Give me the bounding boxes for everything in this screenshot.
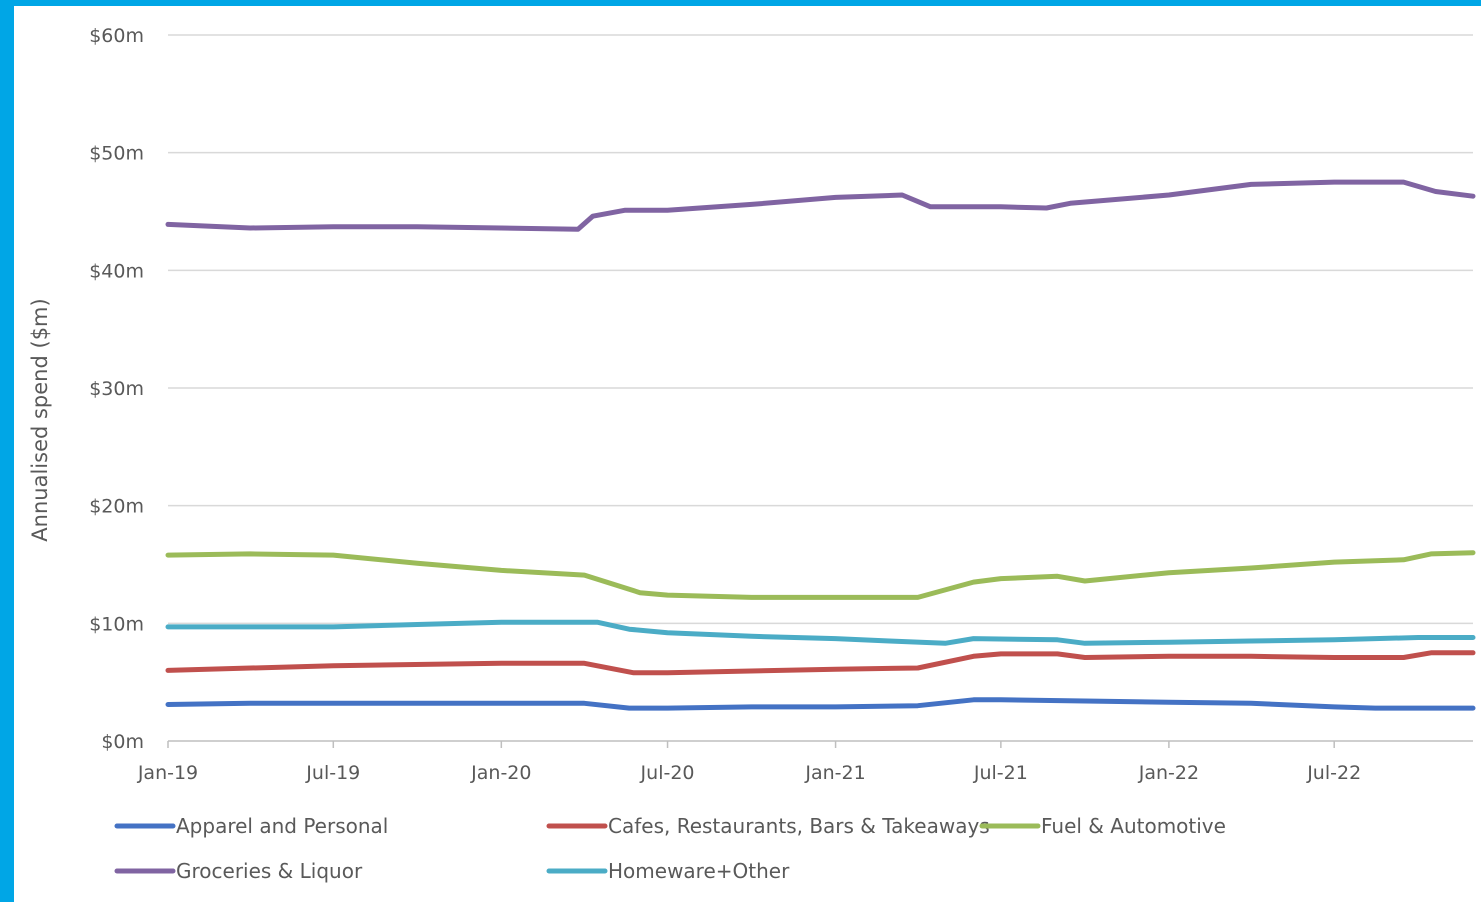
series-lines: [165, 179, 1476, 711]
x-tick-label: Jul-19: [305, 762, 360, 784]
gridlines: [168, 34, 1473, 742]
legend: Apparel and Personal Cafes, Restaurants, …: [114, 814, 1226, 883]
x-tick-label: Jan-22: [1138, 762, 1199, 784]
y-axis: $0m $10m $20m $30m $40m $50m $60m: [89, 25, 144, 753]
chart-frame: Jan-19 Jul-19 Jan-20 Jul-20 Jan-21 Jul-21 Jan-…: [14, 6, 1481, 902]
legend-item: Cafes, Restaurants, Bars & Takeaways: [546, 814, 990, 838]
y-tick-label: $50m: [89, 143, 144, 165]
y-tick-label: $0m: [101, 731, 144, 753]
legend-label: Apparel and Personal: [176, 814, 388, 838]
y-tick-label: $60m: [89, 25, 144, 47]
legend-item: Homeware+Other: [546, 859, 790, 883]
line-chart: Jan-19 Jul-19 Jan-20 Jul-20 Jan-21 Jul-21 Jan-…: [28, 25, 1476, 883]
y-tick-label: $40m: [89, 260, 144, 282]
legend-label: Groceries & Liquor: [176, 859, 363, 883]
legend-item: Fuel & Automotive: [979, 814, 1226, 838]
series-line-4: [165, 619, 1476, 646]
y-axis-title: Annualised spend ($m): [28, 298, 52, 541]
x-tick-label: Jan-21: [804, 762, 865, 784]
legend-label: Homeware+Other: [608, 859, 790, 883]
x-tick-label: Jul-20: [640, 762, 695, 784]
x-tick-label: Jul-22: [1306, 762, 1361, 784]
series-line-1: [165, 650, 1476, 676]
x-tick-label: Jul-21: [973, 762, 1028, 784]
legend-item: Apparel and Personal: [114, 814, 388, 838]
legend-label: Cafes, Restaurants, Bars & Takeaways: [608, 814, 990, 838]
y-tick-label: $10m: [89, 613, 144, 635]
series-line-2: [165, 550, 1476, 600]
legend-label: Fuel & Automotive: [1041, 814, 1226, 838]
series-line-0: [165, 697, 1476, 711]
y-tick-label: $30m: [89, 378, 144, 400]
legend-item: Groceries & Liquor: [114, 859, 363, 883]
x-tick-label: Jan-19: [137, 762, 198, 784]
series-line-3: [165, 179, 1476, 232]
y-tick-label: $20m: [89, 496, 144, 518]
x-axis: Jan-19 Jul-19 Jan-20 Jul-20 Jan-21 Jul-21 Jan-…: [137, 741, 1361, 784]
x-tick-label: Jan-20: [470, 762, 531, 784]
